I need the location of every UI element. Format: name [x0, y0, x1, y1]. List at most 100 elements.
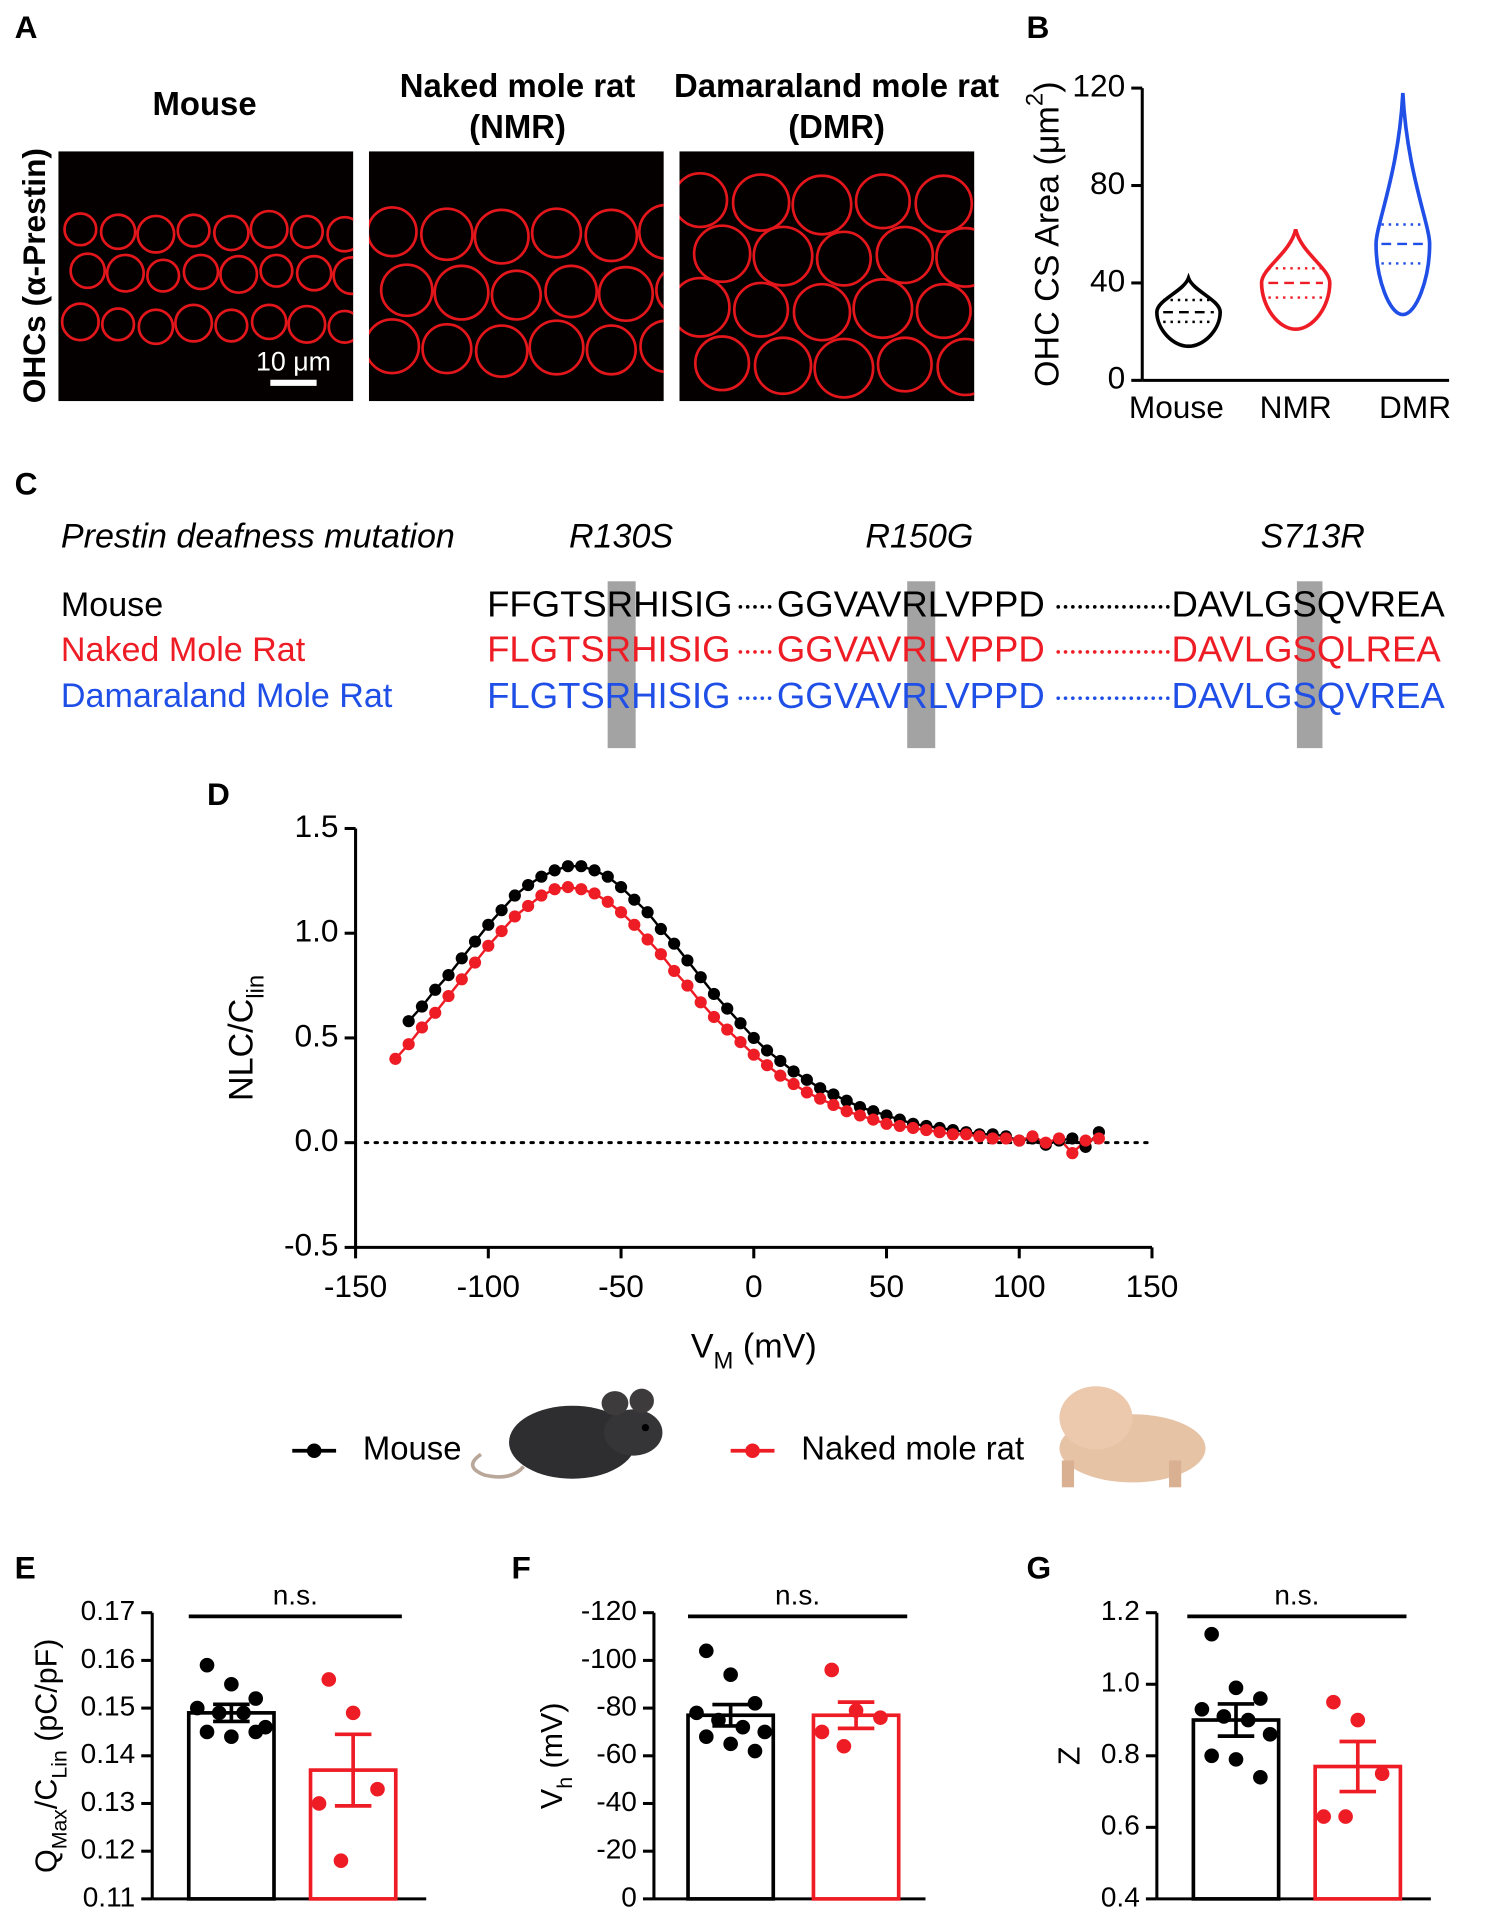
data-point [654, 948, 667, 961]
y-tick-label: 0.0 [295, 1122, 339, 1158]
data-point [495, 904, 508, 917]
data-point [1039, 1136, 1052, 1149]
data-point [311, 1796, 327, 1811]
mutation-label: S713R [1261, 518, 1365, 556]
axis-title: OHCs (α-Prestin) [16, 148, 52, 403]
y-tick-label: 0.15 [81, 1690, 136, 1721]
data-point [747, 1743, 763, 1759]
cell-outline [368, 318, 421, 375]
data-point [482, 939, 495, 952]
data-point [880, 1117, 893, 1130]
x-tick-label: Mouse [1129, 389, 1224, 425]
data-point [402, 1015, 415, 1028]
data-point [774, 1069, 787, 1082]
data-point [1079, 1134, 1092, 1147]
axis-title-part: V [691, 1327, 714, 1365]
data-point [1228, 1680, 1244, 1696]
data-point [199, 1657, 215, 1673]
scale-bar-label: 10 μm [256, 346, 331, 376]
cell-outline [585, 324, 638, 376]
data-point [880, 1109, 893, 1122]
cell-outline [815, 230, 873, 287]
image-title: Mouse [153, 85, 257, 122]
axis-title: VM (mV) [691, 1327, 817, 1374]
cell-outline [792, 282, 852, 342]
cell-outline [100, 307, 136, 342]
axis-title-part: OHC CS Area (μm [1029, 106, 1067, 387]
sequence: GGVAVRLVPPD [777, 675, 1045, 716]
data-point [893, 1119, 906, 1132]
data-point [628, 893, 641, 906]
cell-group [679, 172, 975, 399]
data-point [681, 954, 694, 967]
data-point [668, 937, 681, 950]
data-point [548, 883, 561, 896]
y-tick-label: 0 [1108, 360, 1126, 396]
species-name: Mouse [61, 586, 163, 624]
data-point [873, 1710, 888, 1725]
cell-outline [637, 203, 664, 260]
data-point [698, 1729, 714, 1745]
x-tick-label: 150 [1126, 1268, 1179, 1304]
data-point [468, 935, 482, 948]
image-title: Naked mole rat [400, 67, 636, 104]
highlight [907, 581, 936, 749]
annotation: n.s. [775, 1579, 820, 1610]
highlight [607, 581, 636, 749]
cell-outline [327, 309, 354, 344]
cell-outline [99, 213, 137, 251]
data-point [723, 1736, 738, 1752]
data-point [1204, 1626, 1219, 1642]
cell-outline [753, 336, 813, 396]
sequence: GGVAVRLVPPD [777, 629, 1045, 670]
data-point [986, 1132, 999, 1145]
cell-outline [295, 254, 333, 292]
data-point [747, 1048, 760, 1061]
cell-outline [137, 308, 175, 346]
data-point [1013, 1134, 1026, 1147]
x-tick-label: -150 [324, 1268, 387, 1304]
axis-title-part: Q [30, 1849, 64, 1873]
bar [1191, 1718, 1281, 1901]
panel-letter: F [511, 1549, 530, 1585]
axis-title-part: V [535, 1788, 569, 1809]
sequence: DAVLGSQVREA [1171, 675, 1445, 716]
data-point [1253, 1691, 1268, 1706]
data-point [1240, 1712, 1256, 1728]
data-point [455, 973, 468, 986]
data-point [561, 881, 575, 894]
data-point [442, 989, 455, 1003]
y-tick-label: 0.6 [1101, 1810, 1140, 1841]
cell-outline [813, 337, 875, 399]
cell-outline [419, 207, 474, 262]
y-tick-label: 0.8 [1101, 1738, 1140, 1769]
cell-outline [136, 214, 176, 254]
data-point [814, 1724, 830, 1740]
data-point [824, 1662, 840, 1678]
y-tick-label: 120 [1072, 67, 1125, 103]
axis-title-part: lin [242, 975, 269, 999]
cell-outline [219, 254, 259, 295]
cell-outline [876, 336, 933, 393]
data-point [522, 878, 535, 892]
data-point [946, 1128, 959, 1141]
cell-outline [639, 319, 664, 374]
data-point [333, 1853, 349, 1869]
cell-outline [69, 252, 107, 290]
data-point [721, 1023, 734, 1036]
cell-outline [875, 225, 935, 285]
heading: Prestin deafness mutation [61, 518, 455, 556]
data-point [588, 864, 601, 877]
data-point [800, 1086, 813, 1099]
y-tick-label: 1.0 [1101, 1667, 1140, 1698]
cell-outline [368, 206, 418, 258]
cell-outline [679, 276, 731, 338]
data-point [906, 1121, 920, 1135]
data-point [601, 895, 614, 908]
data-point [999, 1132, 1013, 1145]
data-point [1262, 1727, 1278, 1742]
micrograph [368, 151, 664, 402]
axis-title: Z [1053, 1746, 1087, 1765]
data-point [853, 1109, 867, 1122]
